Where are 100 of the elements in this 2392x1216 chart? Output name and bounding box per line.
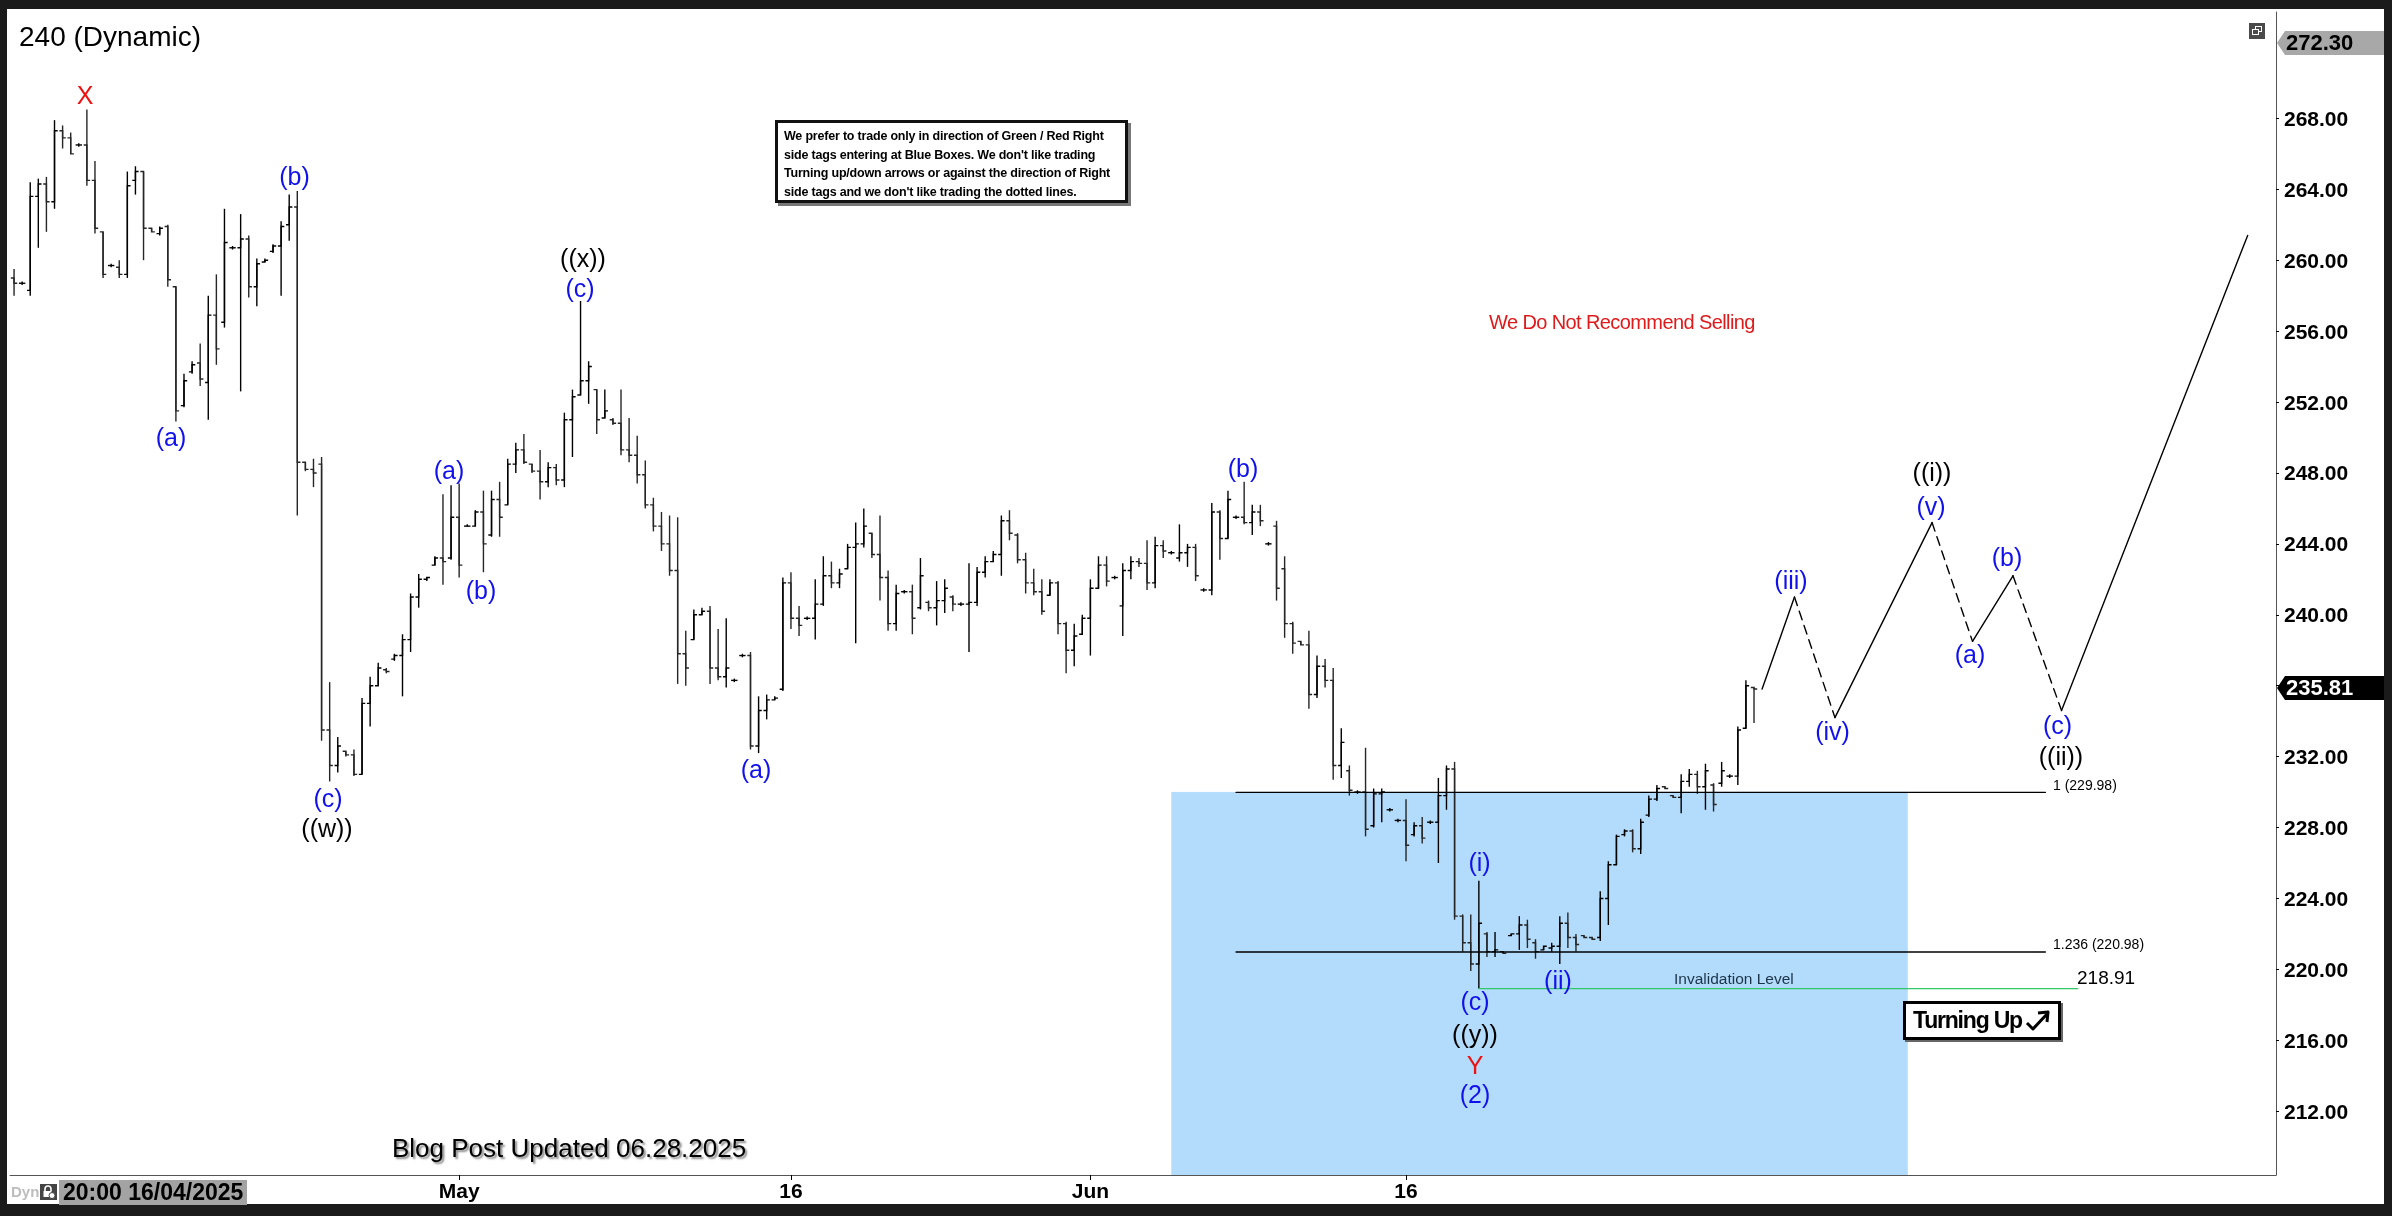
candlestick — [1402, 798, 1410, 862]
annotation: 218.91 — [2077, 967, 2136, 989]
candlestick — [220, 208, 229, 329]
candlestick — [350, 748, 358, 777]
candlestick — [1151, 536, 1160, 589]
candlestick — [1742, 679, 1750, 729]
annotation: (c) — [313, 783, 343, 812]
candlestick — [892, 583, 901, 632]
y-tick-label: 268.00 — [2284, 106, 2349, 130]
candlestick — [34, 177, 43, 249]
candlestick — [981, 555, 990, 579]
candlestick — [795, 605, 803, 637]
candlestick — [91, 160, 99, 235]
annotation: Invalidation Level — [1674, 970, 1794, 988]
candlestick — [26, 181, 35, 297]
candlestick — [600, 388, 609, 419]
annotation: ((y)) — [1452, 1019, 1498, 1048]
annotation: (2) — [1459, 1079, 1491, 1108]
candlestick — [859, 507, 868, 549]
candlestick — [1037, 578, 1046, 616]
candlestick — [778, 576, 787, 692]
candlestick — [1288, 621, 1297, 655]
annotation: (c) — [2042, 710, 2073, 739]
candlestick — [633, 435, 642, 485]
y-tick-label: 248.00 — [2284, 461, 2349, 485]
text: 235.81 — [2277, 675, 2384, 700]
y-tick-label: 212.00 — [2284, 1099, 2349, 1123]
candlestick — [843, 543, 852, 570]
annotation: Y — [1466, 1050, 1484, 1079]
candlestick — [1272, 520, 1281, 602]
candlestick — [1240, 481, 1249, 526]
y-tick-label: 244.00 — [2284, 532, 2349, 556]
y-tick-label: 216.00 — [2284, 1028, 2349, 1052]
candlestick — [1054, 580, 1062, 635]
candlestick — [1418, 816, 1427, 845]
candlestick — [876, 514, 884, 602]
annotation: X — [76, 80, 94, 109]
text: 272.30 — [2277, 30, 2384, 55]
annotation: (a) — [1954, 639, 1986, 668]
annotation: ((ii)) — [2038, 741, 2084, 770]
candlestick — [123, 170, 132, 279]
candlestick — [1361, 747, 1370, 838]
y-tick-label: 264.00 — [2284, 177, 2349, 201]
annotation: ((w)) — [301, 813, 353, 842]
candlestick — [252, 257, 261, 307]
candlestick — [503, 458, 512, 506]
candlestick — [277, 220, 286, 297]
candlestick — [244, 234, 253, 299]
candlestick — [439, 493, 447, 586]
candlestick — [714, 628, 723, 682]
candlestick — [689, 608, 698, 641]
candlestick — [447, 484, 455, 561]
candlestick — [172, 286, 180, 423]
candlestick — [965, 562, 973, 653]
annotation: (c) — [1460, 986, 1490, 1015]
candlestick — [50, 119, 59, 210]
annotation: (c) — [565, 273, 595, 302]
x-tick-label: Jun — [1071, 1179, 1110, 1202]
candlestick — [1280, 555, 1289, 639]
candlestick — [1563, 911, 1572, 949]
candlestick — [1305, 630, 1313, 710]
annotation: (ii) — [1544, 965, 1572, 994]
annotation: Blog Post Updated 06.28.2025 — [392, 1133, 747, 1164]
candlestick — [746, 651, 755, 751]
candlestick — [1062, 621, 1071, 674]
x-tick-label: May — [438, 1179, 480, 1202]
candlestick — [42, 176, 51, 233]
x-tick-label: 16 — [1394, 1179, 1418, 1202]
candlestick — [706, 605, 714, 685]
candlestick — [973, 566, 981, 607]
annotation: (b) — [279, 161, 310, 190]
y-tick-label: 224.00 — [2284, 886, 2349, 910]
candlestick — [1329, 667, 1338, 781]
annotation: 1 (229.98) — [2053, 777, 2117, 793]
candlestick — [940, 578, 949, 614]
candlestick — [641, 459, 650, 510]
candlestick — [1321, 658, 1329, 689]
candlestick — [10, 268, 18, 297]
annotation: (b) — [1227, 453, 1259, 482]
candlestick — [1102, 555, 1111, 588]
annotation: We prefer to trade only in direction of Green / Red Right side tags entering at Blue Boxes. We don't like trading Turning up/down arrows or against the direction of Right side tags and we don't like trading the dotted lines. — [775, 120, 1128, 203]
candlestick — [884, 569, 892, 632]
candlestick — [544, 461, 553, 488]
y-tick-label: 220.00 — [2284, 957, 2349, 981]
candlestick — [552, 463, 561, 487]
candlestick — [479, 489, 488, 573]
candlestick — [212, 273, 221, 366]
y-tick-label: 232.00 — [2284, 745, 2349, 769]
candlestick — [592, 388, 601, 435]
y-tick-label: 256.00 — [2284, 319, 2349, 343]
annotation: (a) — [155, 422, 187, 451]
candlestick — [536, 449, 544, 501]
candlestick — [495, 481, 504, 538]
y-tick-label: 260.00 — [2284, 248, 2349, 272]
annotation: 1.236 (220.98) — [2053, 936, 2145, 952]
candlestick — [722, 617, 731, 689]
candlestick — [1126, 555, 1135, 581]
annotation: (b) — [1991, 542, 2023, 571]
candlestick — [1596, 890, 1605, 942]
x-tick-label: 16 — [779, 1179, 803, 1202]
